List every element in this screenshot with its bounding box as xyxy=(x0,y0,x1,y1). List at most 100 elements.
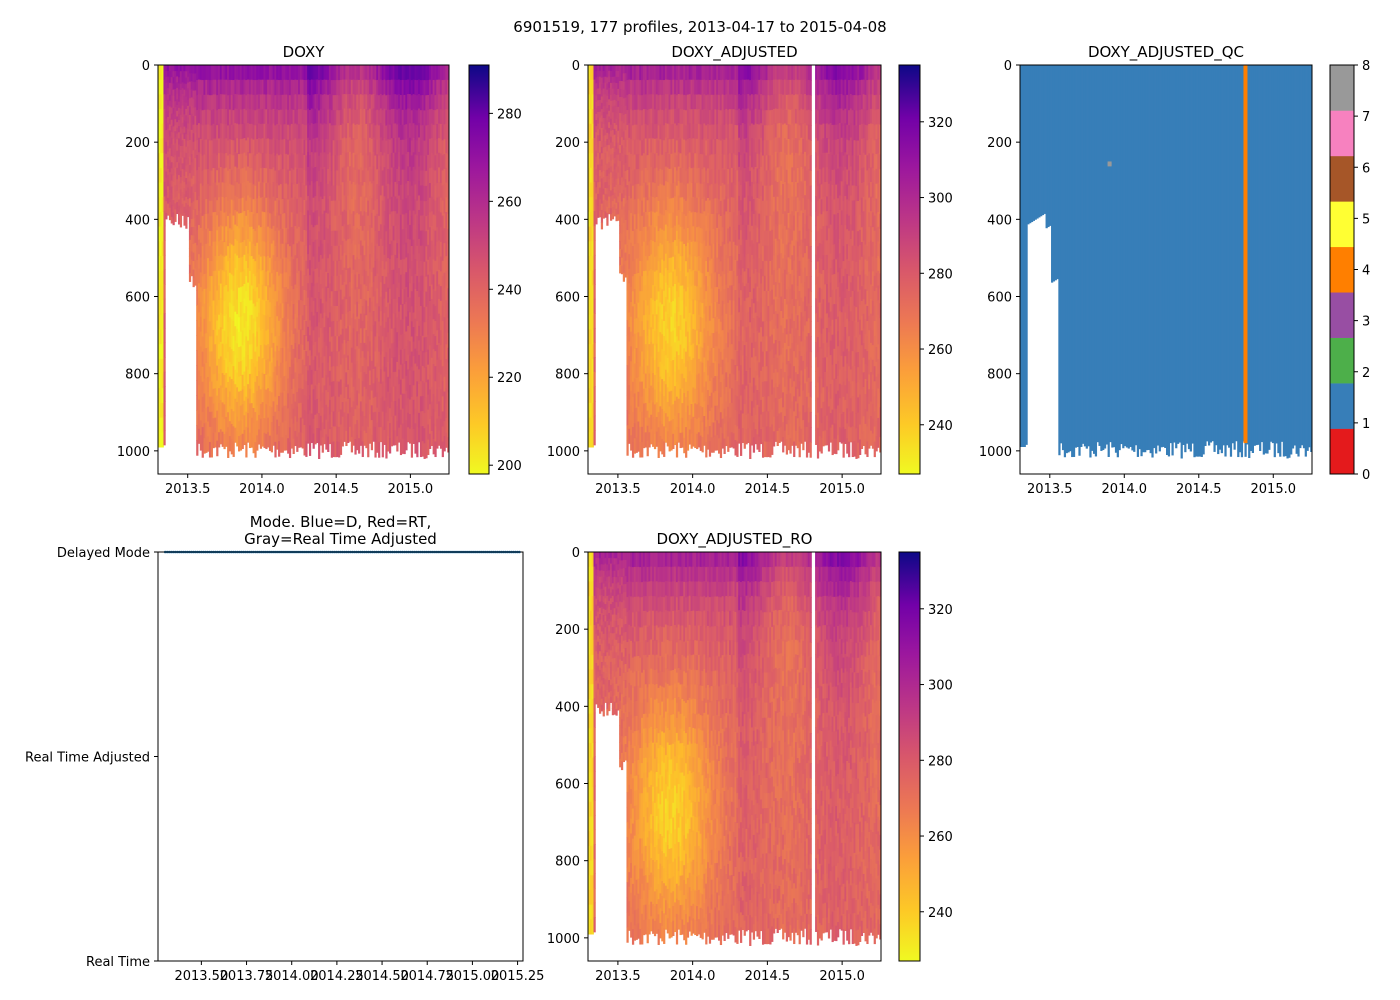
doxy-cell xyxy=(312,404,315,420)
doxy-cell xyxy=(414,244,417,260)
doxy-cell xyxy=(379,412,383,428)
doxy-cell xyxy=(159,417,163,433)
doxy-cell xyxy=(283,346,286,362)
doxy-cell xyxy=(396,139,399,155)
doxy-cell xyxy=(245,170,248,187)
doxy-cell xyxy=(408,326,412,342)
doxy-adjusted-cell xyxy=(598,164,602,171)
doxy-cell xyxy=(332,411,335,427)
doxy-cell xyxy=(339,274,343,291)
doxy-cell xyxy=(159,285,163,301)
doxy-cell xyxy=(381,80,384,96)
doxy-adjusted-cell xyxy=(598,140,602,148)
doxy-cell xyxy=(332,140,335,156)
doxy-cell xyxy=(227,366,230,383)
doxy-cell xyxy=(370,212,374,229)
doxy-adjusted-cell xyxy=(630,257,633,273)
doxy-adjusted-cell xyxy=(597,199,600,207)
doxy-cell xyxy=(445,329,448,345)
doxy-adjusted-cell xyxy=(604,135,607,142)
doxy-cell xyxy=(308,410,312,426)
doxy-cell xyxy=(207,109,210,125)
doxy-cell xyxy=(438,94,441,110)
doxy-cell xyxy=(276,330,279,347)
doxy-cell xyxy=(359,79,363,95)
doxy-cell xyxy=(301,418,304,434)
doxy-cell xyxy=(179,164,183,172)
doxy-cell xyxy=(334,260,337,277)
doxy-cell xyxy=(292,109,295,126)
doxy-cell xyxy=(343,79,346,95)
doxy-cell xyxy=(441,80,444,96)
doxy-cell xyxy=(167,186,170,193)
doxy-adjusted-cell xyxy=(624,113,627,123)
doxy-cell xyxy=(418,65,421,80)
doxy-cell xyxy=(318,110,321,127)
doxy-cell xyxy=(256,376,259,392)
doxy-cell xyxy=(438,430,441,446)
doxy-cell xyxy=(345,255,348,271)
doxy-cell xyxy=(245,215,248,232)
doxy-adjusted-cell xyxy=(588,123,591,139)
doxy-cell xyxy=(196,155,199,171)
doxy-cell xyxy=(398,253,401,269)
doxy-cell xyxy=(167,105,170,112)
doxy-cell xyxy=(445,94,448,110)
doxy-cell xyxy=(185,184,188,192)
doxy-cell xyxy=(356,360,359,377)
doxy-cell xyxy=(258,225,261,241)
doxy-adjusted-cell xyxy=(593,269,596,285)
doxy-cell xyxy=(303,425,306,441)
doxy-cell xyxy=(290,389,293,405)
doxy-cell xyxy=(307,224,310,241)
doxy-cell xyxy=(221,285,224,301)
doxy-cell xyxy=(352,372,355,388)
doxy-cell xyxy=(312,65,315,81)
doxy-cell xyxy=(194,132,197,142)
doxy-cell xyxy=(187,99,190,107)
doxy-cell xyxy=(434,260,437,277)
doxy-cell xyxy=(436,153,439,169)
doxy-cell xyxy=(316,413,319,429)
doxy-cell xyxy=(232,351,235,367)
doxy-cell xyxy=(338,426,341,443)
doxy-cell xyxy=(370,124,374,140)
doxy-cell xyxy=(208,155,212,172)
doxy-cell xyxy=(439,315,443,331)
doxy-adjusted-cell xyxy=(642,168,646,184)
doxy-cell xyxy=(436,359,439,375)
doxy-cell xyxy=(185,215,188,223)
doxy-adjusted-cell xyxy=(639,396,642,413)
doxy-cell xyxy=(278,380,281,397)
doxy-cell xyxy=(363,328,366,344)
doxy-cell xyxy=(385,170,388,187)
doxy-cell xyxy=(388,199,392,215)
doxy-cell xyxy=(310,297,313,313)
doxy-cell xyxy=(201,80,204,96)
doxy-cell xyxy=(219,79,223,95)
doxy-adjusted-cell xyxy=(619,144,622,154)
doxy-cell xyxy=(343,267,346,283)
doxy-cell xyxy=(216,320,219,337)
doxy-cell xyxy=(338,276,341,292)
doxy-adjusted-cell xyxy=(631,125,635,141)
doxy-cell xyxy=(343,369,346,384)
doxy-cell xyxy=(370,331,374,347)
doxy-cell xyxy=(265,330,268,346)
doxy-cell xyxy=(278,350,281,367)
doxy-cell xyxy=(196,380,199,396)
doxy-adjusted-cell xyxy=(606,194,609,202)
doxy-cell xyxy=(294,138,297,154)
doxy-cell xyxy=(243,210,246,227)
doxy-cell xyxy=(201,427,204,443)
doxy-cell xyxy=(399,79,403,96)
doxy-cell xyxy=(330,215,333,232)
doxy-adjusted-cell xyxy=(633,199,637,215)
doxy-cell xyxy=(359,152,363,168)
doxy-cell xyxy=(265,153,268,169)
doxy-cell xyxy=(201,155,204,172)
doxy-cell xyxy=(383,123,386,139)
doxy-cell xyxy=(394,79,397,95)
doxy-cell xyxy=(285,331,288,347)
doxy-cell xyxy=(350,258,354,274)
